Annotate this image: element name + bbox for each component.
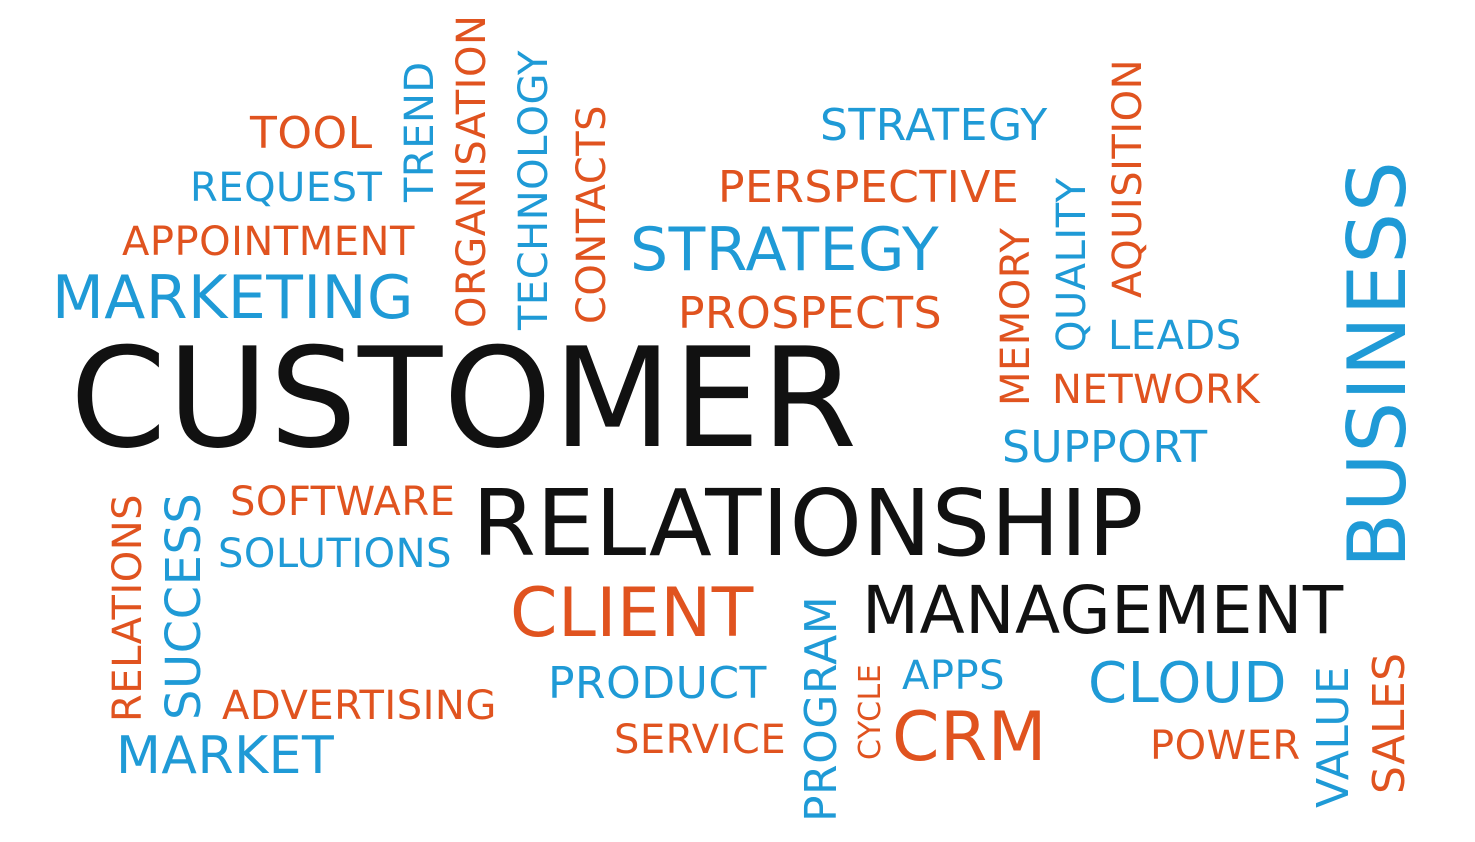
word-cloud-term: CLOUD: [1088, 651, 1287, 716]
word-service: SERVICE: [614, 717, 787, 763]
word-relations: RELATIONS: [105, 493, 151, 722]
word-product: PRODUCT: [548, 658, 767, 709]
word-request: REQUEST: [190, 165, 383, 211]
word-market: MARKET: [116, 726, 335, 786]
word-power: POWER: [1150, 723, 1301, 769]
word-contacts: CONTACTS: [569, 104, 615, 324]
word-cycle: CYCLE: [853, 663, 888, 760]
word-tool: TOOL: [250, 108, 373, 159]
word-sales: SALES: [1364, 652, 1415, 794]
word-support: SUPPORT: [1002, 422, 1208, 473]
word-crm: CRM: [892, 698, 1047, 777]
word-marketing: MARKETING: [52, 263, 414, 333]
word-advertising: ADVERTISING: [222, 683, 497, 729]
word-memory: MEMORY: [993, 227, 1039, 406]
word-software: SOFTWARE: [230, 479, 456, 525]
word-management: MANAGEMENT: [862, 572, 1344, 649]
word-prospects: PROSPECTS: [678, 288, 943, 339]
word-quality: QUALITY: [1049, 177, 1095, 352]
word-client: CLIENT: [510, 574, 754, 653]
word-program: PROGRAM: [796, 595, 847, 822]
word-organisation: ORGANISATION: [449, 14, 495, 328]
word-strategy-large: STRATEGY: [630, 215, 940, 285]
word-business: BUSINESS: [1331, 160, 1424, 568]
word-solutions: SOLUTIONS: [218, 531, 452, 577]
word-relationship: RELATIONSHIP: [472, 470, 1144, 577]
word-appointment: APPOINTMENT: [122, 219, 415, 265]
word-strategy-small: STRATEGY: [820, 100, 1048, 151]
word-customer: CUSTOMER: [70, 318, 859, 479]
word-success: SUCCESS: [156, 492, 212, 720]
word-apps: APPS: [902, 653, 1005, 699]
word-perspective: PERSPECTIVE: [718, 162, 1020, 213]
word-technology: TECHNOLOGY: [511, 50, 557, 330]
word-leads: LEADS: [1108, 313, 1242, 359]
word-value: VALUE: [1308, 665, 1359, 808]
word-network: NETWORK: [1052, 367, 1261, 413]
word-aquisition: AQUISITION: [1105, 58, 1151, 298]
word-trend: TREND: [397, 61, 443, 202]
